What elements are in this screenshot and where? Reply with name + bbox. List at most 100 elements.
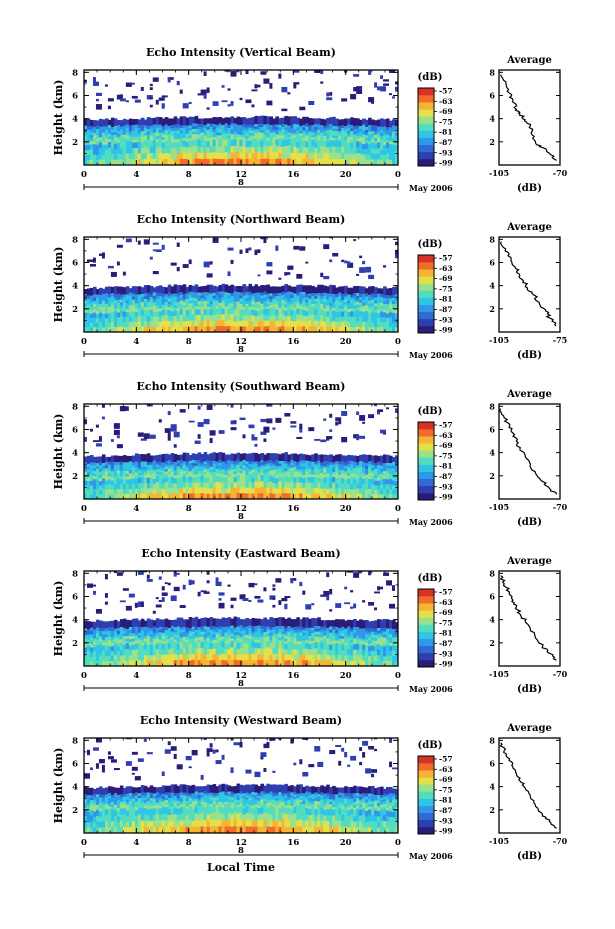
- x-tick-label: 8: [186, 838, 192, 848]
- x-tick-label: 16: [287, 671, 299, 681]
- colorbar-tick: -63: [439, 431, 453, 440]
- colorbar-swatch: [418, 798, 434, 806]
- heatmap: [84, 237, 398, 332]
- y-tick-label: 2: [72, 639, 78, 649]
- colorbar-swatch: [418, 95, 434, 103]
- average-profile-line: [499, 575, 557, 661]
- average-y-tick: 2: [489, 471, 495, 481]
- colorbar-tick: -57: [439, 755, 453, 764]
- colorbar-tick: -99: [439, 827, 453, 836]
- colorbar-tick: -75: [439, 117, 453, 126]
- average-frame: [498, 737, 561, 834]
- colorbar-swatch: [418, 318, 434, 327]
- colorbar-swatch: [418, 826, 434, 835]
- colorbar-unit: (dB): [418, 72, 443, 83]
- x-tick-label: 16: [287, 337, 299, 347]
- y-tick-label: 4: [72, 616, 78, 626]
- colorbar-swatch: [418, 457, 434, 465]
- x-tick-label: 4: [133, 337, 139, 347]
- colorbar-tick: -93: [439, 148, 453, 157]
- colorbar-unit: (dB): [418, 239, 443, 250]
- x-tick-label: 8: [186, 504, 192, 514]
- colorbar-tick: -63: [439, 598, 453, 607]
- average-frame: [498, 403, 561, 500]
- colorbar-tick: -81: [439, 629, 453, 638]
- average-y-tick: 8: [489, 401, 495, 411]
- colorbar-swatch: [418, 763, 434, 771]
- average-y-tick: 4: [489, 615, 495, 625]
- x-tick-label: 8: [186, 170, 192, 180]
- colorbar-unit: (dB): [418, 740, 443, 751]
- y-tick-label: 2: [72, 305, 78, 315]
- colorbar-unit: (dB): [418, 406, 443, 417]
- colorbar-tick: -87: [439, 639, 453, 648]
- colorbar-tick: -81: [439, 796, 453, 805]
- x-axis-title: Local Time: [207, 861, 275, 874]
- y-tick-label: 4: [72, 282, 78, 292]
- x-tick-label: 20: [340, 504, 352, 514]
- average-title: Average: [506, 55, 552, 66]
- colorbar-swatch: [418, 478, 434, 487]
- y-tick-label: 8: [72, 569, 78, 579]
- x-tick-label: 12: [235, 170, 247, 180]
- colorbar-tick: -99: [439, 326, 453, 335]
- average-profile-line: [499, 742, 557, 829]
- y-tick-label: 4: [72, 115, 78, 125]
- average-y-tick: 4: [489, 782, 495, 792]
- y-tick-label: 6: [72, 759, 78, 769]
- panel-title: Echo Intensity (Eastward Beam): [141, 547, 340, 560]
- y-tick-label: 4: [72, 449, 78, 459]
- average-y-tick: 4: [489, 448, 495, 458]
- colorbar-tick: -63: [439, 264, 453, 273]
- average-title: Average: [506, 723, 552, 734]
- colorbar-tick: -75: [439, 785, 453, 794]
- colorbar-swatch: [418, 109, 434, 117]
- colorbar-tick: -69: [439, 441, 453, 450]
- average-y-tick: 2: [489, 805, 495, 815]
- colorbar-swatch: [418, 422, 434, 430]
- average-y-tick: 8: [489, 568, 495, 578]
- y-tick-label: 2: [72, 138, 78, 148]
- x-tick-label: 16: [287, 504, 299, 514]
- y-tick-label: 8: [72, 402, 78, 412]
- colorbar-swatch: [418, 589, 434, 597]
- colorbar-swatch: [418, 805, 434, 814]
- colorbar-swatch: [418, 624, 434, 632]
- x-tick-label: 0: [81, 170, 87, 180]
- colorbar-tick: -93: [439, 816, 453, 825]
- x-tick-label: 16: [287, 170, 299, 180]
- y-tick-label: 2: [72, 472, 78, 482]
- x-tick-label: 16: [287, 838, 299, 848]
- average-x-tick: -105: [489, 168, 509, 178]
- average-y-tick: 4: [489, 114, 495, 124]
- colorbar-swatch: [418, 102, 434, 110]
- colorbar-swatch: [418, 638, 434, 647]
- x-tick-label: 0: [81, 504, 87, 514]
- panel-title: Echo Intensity (Northward Beam): [137, 213, 346, 226]
- average-y-tick: 2: [489, 304, 495, 314]
- average-x-label: (dB): [517, 350, 542, 361]
- colorbar-swatch: [418, 325, 434, 334]
- colorbar-frame: [417, 254, 435, 334]
- x-tick-label: 8: [186, 337, 192, 347]
- colorbar-swatch: [418, 130, 434, 138]
- average-x-tick: -70: [553, 168, 568, 178]
- colorbar-tick: -75: [439, 451, 453, 460]
- colorbar-swatch: [418, 659, 434, 668]
- y-tick-label: 2: [72, 806, 78, 816]
- colorbar-swatch: [418, 436, 434, 444]
- month-label: May 2006: [409, 350, 453, 360]
- colorbar-swatch: [418, 429, 434, 437]
- colorbar-swatch: [418, 471, 434, 480]
- colorbar-tick: -81: [439, 128, 453, 137]
- panel-1: Echo Intensity (Vertical Beam) 2 4 6 8 Height…: [52, 46, 568, 194]
- colorbar-swatch: [418, 123, 434, 131]
- average-y-tick: 2: [489, 137, 495, 147]
- colorbar-unit: (dB): [418, 573, 443, 584]
- date-label: 8: [238, 345, 244, 355]
- x-tick-label: 20: [340, 337, 352, 347]
- panel-3: Echo Intensity (Southward Beam) 2 4 6 8 Heigh…: [52, 380, 568, 528]
- colorbar-swatch: [418, 603, 434, 611]
- colorbar-swatch: [418, 262, 434, 270]
